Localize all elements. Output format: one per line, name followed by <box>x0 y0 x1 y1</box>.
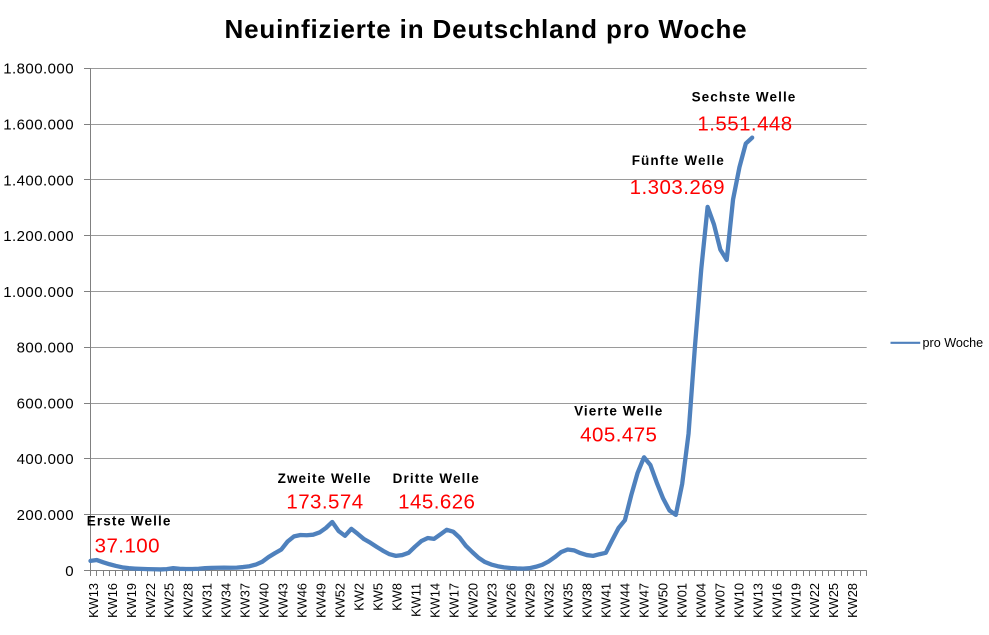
svg-text:800.000: 800.000 <box>17 340 74 357</box>
svg-text:Fünfte Welle: Fünfte Welle <box>632 153 725 168</box>
svg-text:KW17: KW17 <box>447 583 462 618</box>
svg-text:KW04: KW04 <box>693 583 708 618</box>
svg-text:pro Woche: pro Woche <box>923 336 984 350</box>
svg-text:Vierte Welle: Vierte Welle <box>574 404 663 419</box>
svg-text:KW20: KW20 <box>466 583 481 618</box>
svg-text:KW38: KW38 <box>579 583 594 618</box>
svg-text:KW5: KW5 <box>371 583 386 611</box>
svg-text:KW34: KW34 <box>219 583 234 618</box>
svg-text:KW25: KW25 <box>826 583 841 618</box>
svg-text:1.600.000: 1.600.000 <box>3 116 74 133</box>
svg-text:KW43: KW43 <box>276 583 291 618</box>
svg-text:KW19: KW19 <box>124 583 139 618</box>
svg-text:1.800.000: 1.800.000 <box>3 61 74 78</box>
svg-text:400.000: 400.000 <box>17 451 74 468</box>
svg-text:KW44: KW44 <box>617 583 632 618</box>
svg-text:KW31: KW31 <box>200 583 215 618</box>
svg-text:KW19: KW19 <box>788 583 803 618</box>
svg-text:Sechste Welle: Sechste Welle <box>692 90 797 105</box>
svg-text:KW11: KW11 <box>409 583 424 617</box>
svg-text:0: 0 <box>65 563 74 580</box>
svg-text:KW32: KW32 <box>541 583 556 618</box>
svg-text:Dritte Welle: Dritte Welle <box>393 471 480 486</box>
svg-text:KW40: KW40 <box>257 583 272 618</box>
svg-text:KW46: KW46 <box>295 583 310 618</box>
svg-text:405.475: 405.475 <box>580 424 657 447</box>
svg-text:KW22: KW22 <box>143 583 158 618</box>
svg-text:1.200.000: 1.200.000 <box>3 228 74 245</box>
svg-text:KW49: KW49 <box>314 583 329 618</box>
svg-text:KW29: KW29 <box>522 583 537 618</box>
svg-text:KW35: KW35 <box>560 583 575 618</box>
svg-text:KW50: KW50 <box>655 583 670 618</box>
svg-text:145.626: 145.626 <box>398 491 475 514</box>
svg-text:Zweite Welle: Zweite Welle <box>278 471 372 486</box>
svg-text:600.000: 600.000 <box>17 395 74 412</box>
svg-text:KW16: KW16 <box>105 583 120 618</box>
svg-text:KW8: KW8 <box>390 583 405 611</box>
svg-text:KW26: KW26 <box>503 583 518 618</box>
svg-text:KW23: KW23 <box>484 583 499 618</box>
svg-text:1.000.000: 1.000.000 <box>3 284 74 301</box>
svg-text:KW25: KW25 <box>162 583 177 618</box>
svg-text:KW37: KW37 <box>238 583 253 618</box>
svg-text:200.000: 200.000 <box>17 507 74 524</box>
svg-text:KW22: KW22 <box>807 583 822 618</box>
svg-text:1.551.448: 1.551.448 <box>697 113 792 136</box>
svg-text:1.400.000: 1.400.000 <box>3 172 74 189</box>
svg-text:1.303.269: 1.303.269 <box>630 176 725 199</box>
svg-text:KW01: KW01 <box>674 583 689 618</box>
svg-text:Erste Welle: Erste Welle <box>87 514 172 529</box>
svg-text:KW14: KW14 <box>428 583 443 618</box>
svg-text:37.100: 37.100 <box>95 534 160 557</box>
svg-text:KW28: KW28 <box>181 583 196 618</box>
svg-text:KW47: KW47 <box>636 583 651 618</box>
svg-text:KW13: KW13 <box>750 583 765 618</box>
svg-text:KW13: KW13 <box>86 583 101 618</box>
svg-text:KW52: KW52 <box>333 583 348 618</box>
svg-text:KW28: KW28 <box>845 583 860 618</box>
svg-text:KW41: KW41 <box>598 583 613 618</box>
svg-text:KW07: KW07 <box>712 583 727 618</box>
svg-text:KW16: KW16 <box>769 583 784 618</box>
svg-text:173.574: 173.574 <box>286 491 363 514</box>
svg-text:Neuinfizierte in Deutschland p: Neuinfizierte in Deutschland pro Woche <box>225 14 748 44</box>
svg-text:KW2: KW2 <box>352 583 367 611</box>
svg-text:KW10: KW10 <box>731 583 746 618</box>
